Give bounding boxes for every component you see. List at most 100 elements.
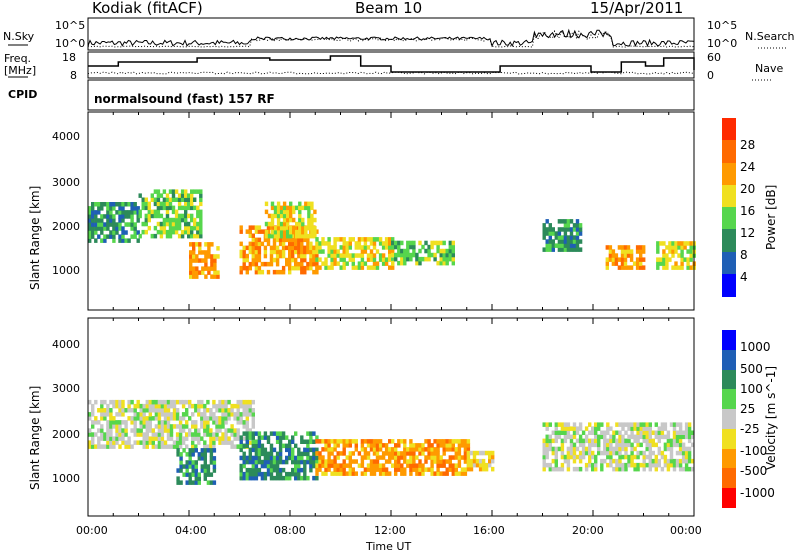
heatmap-cell — [194, 472, 198, 477]
heatmap-cell — [588, 458, 592, 464]
heatmap-cell — [633, 462, 637, 468]
heatmap-cell — [460, 455, 465, 460]
heatmap-cell — [566, 462, 571, 468]
heatmap-cell — [566, 450, 571, 456]
heatmap-cell — [207, 266, 211, 271]
heatmap-cell — [621, 454, 625, 460]
heatmap-cell — [557, 422, 562, 427]
heatmap-cell — [606, 422, 610, 427]
heatmap-cell — [171, 221, 176, 227]
heatmap-cell — [94, 202, 98, 207]
heatmap-cell — [608, 257, 613, 262]
heatmap-cell — [588, 438, 592, 444]
heatmap-cell — [424, 256, 428, 262]
heatmap-cell — [551, 438, 555, 444]
heatmap-cell — [191, 424, 195, 429]
heatmap-cell — [203, 428, 207, 433]
heatmap-cell — [572, 466, 577, 472]
heatmap-cell — [212, 432, 216, 437]
heatmap-cell — [297, 463, 301, 469]
heatmap-cell — [472, 454, 477, 460]
heatmap-cell — [400, 260, 404, 266]
heatmap-cell — [200, 399, 204, 405]
heatmap-cell — [251, 471, 255, 477]
heatmap-cell — [321, 471, 325, 476]
heatmap-cell — [624, 462, 628, 468]
heatmap-cell — [106, 428, 110, 433]
heatmap-cell — [266, 237, 271, 243]
heatmap-cell — [159, 233, 164, 239]
heatmap-cell — [94, 214, 98, 219]
heatmap-cell — [227, 399, 231, 405]
heatmap-cell — [563, 426, 568, 431]
heatmap-cell — [609, 442, 613, 448]
vel-cb-tick-500: 500 — [740, 362, 763, 376]
heatmap-cell — [451, 256, 455, 262]
heatmap-cell — [572, 235, 577, 240]
heatmap-cell — [124, 214, 128, 219]
heatmap-cell — [415, 260, 419, 266]
heatmap-cell — [260, 451, 265, 457]
heatmap-cell — [278, 439, 283, 444]
heatmap-cell — [233, 428, 237, 433]
heatmap-cell — [209, 440, 213, 445]
heatmap-cell — [681, 454, 686, 460]
heatmap-cell — [614, 253, 619, 258]
heatmap-cell — [642, 466, 646, 472]
heatmap-cell — [605, 261, 609, 266]
heatmap-cell — [201, 266, 205, 271]
heatmap-cell — [348, 241, 352, 246]
heatmap-cell — [188, 432, 192, 437]
heatmap-cell — [291, 439, 295, 444]
heatmap-cell — [251, 431, 255, 436]
xaxis-label: Time UT — [366, 540, 412, 553]
heatmap-cell — [324, 463, 328, 468]
heatmap-cell — [191, 444, 195, 449]
heatmap-cell — [581, 454, 586, 460]
heatmap-cell — [216, 246, 220, 251]
heatmap-cell — [242, 403, 246, 409]
heatmap-cell — [292, 209, 296, 215]
heatmap-cell — [215, 436, 219, 441]
heatmap-cell — [275, 257, 280, 263]
colorbar-segment — [722, 184, 736, 208]
heatmap-cell — [656, 261, 660, 266]
power-cb-tick-8: 8 — [740, 248, 748, 262]
heatmap-cell — [310, 205, 314, 211]
heatmap-cell — [409, 463, 413, 468]
heatmap-cell — [254, 455, 259, 461]
heatmap-cell — [103, 436, 107, 441]
heatmap-cell — [166, 403, 171, 409]
heatmap-cell — [439, 439, 443, 444]
heatmap-cell — [372, 447, 377, 452]
heatmap-cell — [630, 434, 634, 440]
heatmap-cell — [251, 424, 255, 429]
heatmap-cell — [623, 245, 628, 250]
heatmap-cell — [212, 444, 216, 449]
heatmap-cell — [88, 238, 92, 243]
heatmap-cell — [603, 450, 607, 456]
heatmap-cell — [100, 214, 104, 219]
heatmap-cell — [569, 247, 574, 252]
heatmap-cell — [185, 468, 189, 473]
heatmap-cell — [288, 265, 292, 271]
heatmap-cell — [142, 403, 146, 409]
heatmap-cell — [251, 237, 255, 243]
heatmap-cell — [397, 467, 401, 472]
heatmap-cell — [103, 412, 107, 417]
heatmap-cell — [342, 471, 346, 476]
heatmap-cell — [251, 467, 255, 473]
heatmap-cell — [327, 451, 331, 456]
colorbar-segment — [722, 229, 736, 252]
heatmap-cell — [659, 241, 663, 246]
heatmap-cell — [270, 233, 275, 239]
heatmap-cell — [191, 440, 195, 445]
heatmap-cell — [269, 253, 274, 259]
heatmap-cell — [451, 455, 455, 460]
heatmap-cell — [303, 265, 307, 271]
heatmap-cell — [460, 467, 465, 472]
heatmap-cell — [327, 467, 331, 472]
heatmap-cell — [626, 253, 631, 258]
heatmap-cell — [569, 227, 574, 232]
heatmap-cell — [336, 237, 340, 242]
